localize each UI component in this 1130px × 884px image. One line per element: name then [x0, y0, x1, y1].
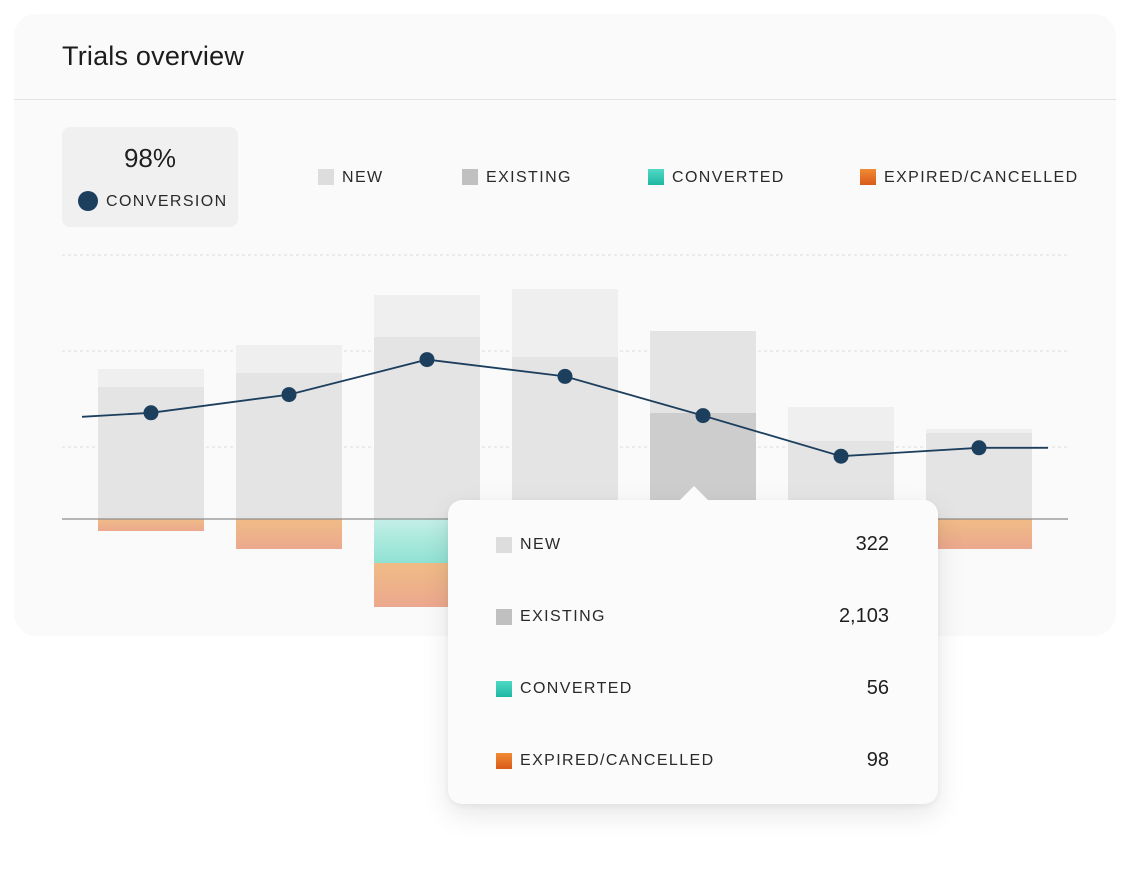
- conversion-dot-icon: [78, 191, 98, 211]
- bar-new-7: [926, 429, 1032, 433]
- tooltip-panel: NEW 322 EXISTING 2,103 CONVERTED 56 EXPI…: [448, 486, 938, 804]
- tooltip-arrow: [678, 486, 710, 502]
- tooltip-label-new: NEW: [520, 536, 562, 553]
- legend-label-new: NEW: [342, 169, 384, 186]
- legend-swatch-converted: [648, 169, 664, 185]
- bar-existing-4: [512, 357, 618, 519]
- tooltip-row-new: NEW 322: [496, 533, 889, 557]
- legend-swatch-expired: [860, 169, 876, 185]
- bar-expired-2: [236, 519, 342, 549]
- tooltip-swatch-expired: [496, 753, 512, 769]
- tooltip-row-existing: EXISTING 2,103: [496, 605, 889, 629]
- bar-new-1: [98, 369, 204, 387]
- bar-new-6: [788, 407, 894, 441]
- bar-expired-1: [98, 519, 204, 531]
- tooltip-swatch-converted: [496, 681, 512, 697]
- legend-swatch-new: [318, 169, 334, 185]
- bar-new-3: [374, 295, 480, 337]
- tooltip-swatch-existing: [496, 609, 512, 625]
- bar-expired-7: [926, 519, 1032, 549]
- tooltip-value-new: 322: [855, 533, 889, 555]
- tooltip-row-converted: CONVERTED 56: [496, 677, 889, 701]
- conversion-point-6: [833, 448, 849, 464]
- legend-label-existing: EXISTING: [486, 169, 572, 186]
- conversion-point-4: [557, 368, 573, 384]
- bar-new-5: [650, 331, 756, 413]
- tooltip-value-existing: 2,103: [838, 605, 889, 627]
- tooltip-swatch-new: [496, 537, 512, 553]
- bar-existing-3: [374, 337, 480, 519]
- conversion-label: CONVERSION: [106, 193, 228, 210]
- legend-label-converted: CONVERTED: [672, 169, 785, 186]
- legend-swatch-existing: [462, 169, 478, 185]
- card-title: Trials overview: [62, 41, 245, 71]
- header-divider: [14, 99, 1116, 100]
- bar-new-4: [512, 289, 618, 357]
- conversion-point-5: [695, 408, 711, 424]
- tooltip-row-expired-cancelled: EXPIRED/CANCELLED 98: [496, 749, 889, 773]
- conversion-summary: 98% CONVERSION: [62, 127, 238, 227]
- tooltip-value-expired-cancelled: 98: [866, 749, 889, 771]
- conversion-value: 98%: [123, 143, 177, 173]
- conversion-point-7: [971, 440, 987, 456]
- tooltip-label-existing: EXISTING: [520, 608, 606, 625]
- bar-new-2: [236, 345, 342, 373]
- conversion-point-3: [419, 352, 435, 368]
- conversion-point-1: [143, 405, 159, 421]
- legend-label-expired-cancelled: EXPIRED/CANCELLED: [884, 169, 1079, 186]
- conversion-point-2: [281, 387, 297, 403]
- tooltip-label-expired-cancelled: EXPIRED/CANCELLED: [520, 752, 715, 769]
- tooltip-value-converted: 56: [866, 677, 889, 699]
- tooltip-label-converted: CONVERTED: [520, 680, 633, 697]
